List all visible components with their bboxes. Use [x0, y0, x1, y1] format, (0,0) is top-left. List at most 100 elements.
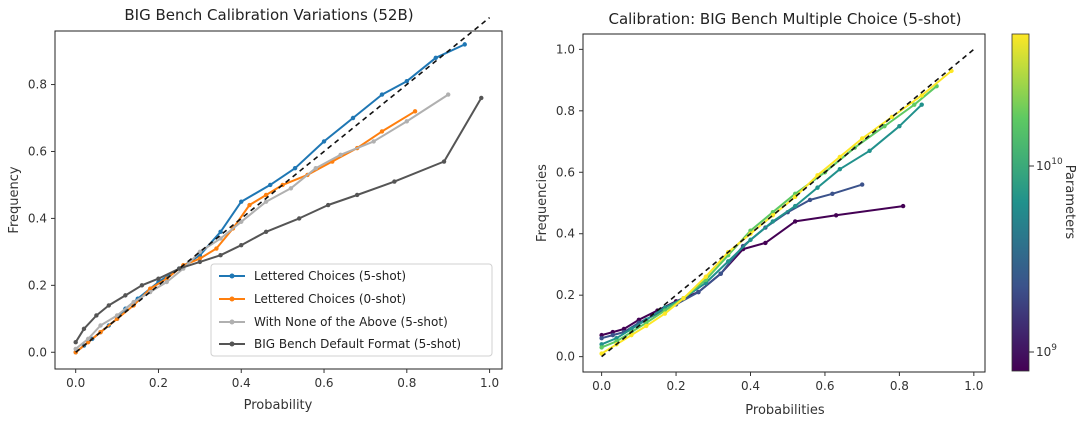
data-point	[239, 219, 244, 224]
multiple-choice-calibration-chart: Calibration: BIG Bench Multiple Choice (…	[535, 10, 1077, 418]
data-point	[404, 78, 410, 84]
legend-label: Lettered Choices (0-shot)	[254, 292, 406, 306]
data-point	[218, 236, 223, 241]
data-point	[288, 186, 294, 191]
colorbar: 1010 109 Parameters	[1011, 33, 1077, 372]
chart-title: Calibration: BIG Bench Multiple Choice (…	[608, 10, 961, 28]
data-point	[644, 323, 649, 329]
data-point	[837, 167, 843, 172]
legend-label: Lettered Choices (5-shot)	[254, 269, 406, 283]
data-point	[73, 346, 78, 352]
data-point	[85, 336, 91, 342]
data-point	[176, 266, 182, 271]
y-tick-label: 0.0	[28, 345, 47, 359]
y-tick-label: 0.2	[556, 288, 575, 302]
data-point	[379, 92, 385, 97]
data-point	[696, 289, 701, 295]
data-point	[830, 191, 835, 196]
x-tick-label: 0.8	[890, 379, 909, 393]
legend-entry: Lettered Choices (0-shot)	[219, 292, 406, 306]
data-point	[882, 123, 887, 129]
x-tick-label: 0.0	[66, 376, 85, 390]
x-axis-label: Probabilities	[745, 403, 825, 418]
data-point	[629, 332, 634, 338]
data-point	[197, 249, 203, 255]
x-tick-label: 1.0	[964, 379, 983, 393]
data-point	[792, 203, 798, 209]
series-line	[601, 103, 923, 346]
data-point	[371, 139, 376, 144]
data-point	[833, 213, 839, 218]
data-point	[807, 197, 813, 203]
data-point	[81, 326, 87, 332]
data-point	[114, 313, 120, 318]
data-point	[837, 154, 843, 160]
data-point	[392, 179, 397, 184]
data-point	[599, 332, 604, 338]
data-point	[897, 123, 902, 129]
data-point	[949, 68, 954, 74]
legend-marker	[229, 296, 235, 302]
chart-title: BIG Bench Calibration Variations (52B)	[124, 6, 413, 24]
data-point	[859, 136, 865, 141]
data-point	[239, 242, 244, 248]
legend-entry: BIG Bench Default Format (5-shot)	[219, 337, 461, 351]
colorbar-tick-label: 109	[1036, 343, 1057, 359]
data-point	[599, 345, 604, 350]
data-point	[354, 192, 360, 198]
data-point	[441, 159, 447, 164]
series-line	[601, 183, 863, 340]
data-point	[610, 329, 615, 335]
y-tick-label: 0.2	[28, 278, 47, 292]
data-point	[214, 246, 219, 251]
x-tick-label: 0.8	[397, 376, 416, 390]
data-point	[379, 129, 385, 134]
perfect-calibration-line	[75, 16, 491, 353]
data-point	[610, 332, 615, 338]
data-point	[662, 305, 668, 310]
data-point	[263, 199, 269, 204]
data-point	[900, 203, 906, 209]
data-point	[197, 259, 203, 265]
data-point	[147, 286, 153, 291]
data-point	[263, 229, 269, 234]
data-point	[218, 229, 223, 234]
data-point	[445, 92, 451, 97]
data-point	[325, 202, 331, 208]
data-point	[412, 109, 418, 114]
series-line	[75, 93, 449, 350]
data-point	[614, 339, 619, 344]
data-point	[792, 219, 798, 224]
x-tick-label: 1.0	[480, 376, 499, 390]
colorbar-tick-label: 1010	[1036, 157, 1063, 173]
y-axis-label: Frequency	[7, 166, 22, 233]
data-point	[867, 148, 872, 153]
data-point	[313, 166, 318, 171]
legend-label: With None of the Above (5-shot)	[254, 315, 448, 329]
data-point	[919, 102, 924, 107]
data-point	[644, 320, 649, 326]
y-tick-label: 0.6	[28, 144, 47, 158]
data-point	[621, 326, 627, 332]
y-tick-label: 1.0	[556, 42, 575, 56]
x-tick-label: 0.4	[232, 376, 251, 390]
data-point	[770, 219, 776, 224]
x-tick-label: 0.6	[314, 376, 333, 390]
data-point	[239, 199, 244, 204]
data-point	[859, 182, 865, 187]
legend-entry: With None of the Above (5-shot)	[219, 315, 448, 329]
data-point	[156, 276, 161, 281]
data-point	[919, 93, 924, 98]
data-point	[123, 293, 128, 298]
data-point	[94, 313, 99, 318]
data-point	[85, 340, 91, 345]
data-point	[296, 216, 302, 221]
y-tick-label: 0.4	[556, 227, 575, 241]
data-point	[338, 152, 343, 158]
x-tick-label: 0.6	[815, 379, 834, 393]
y-tick-label: 0.8	[556, 104, 575, 118]
legend-marker	[229, 273, 235, 279]
data-point	[599, 351, 604, 356]
x-tick-label: 0.0	[592, 379, 611, 393]
